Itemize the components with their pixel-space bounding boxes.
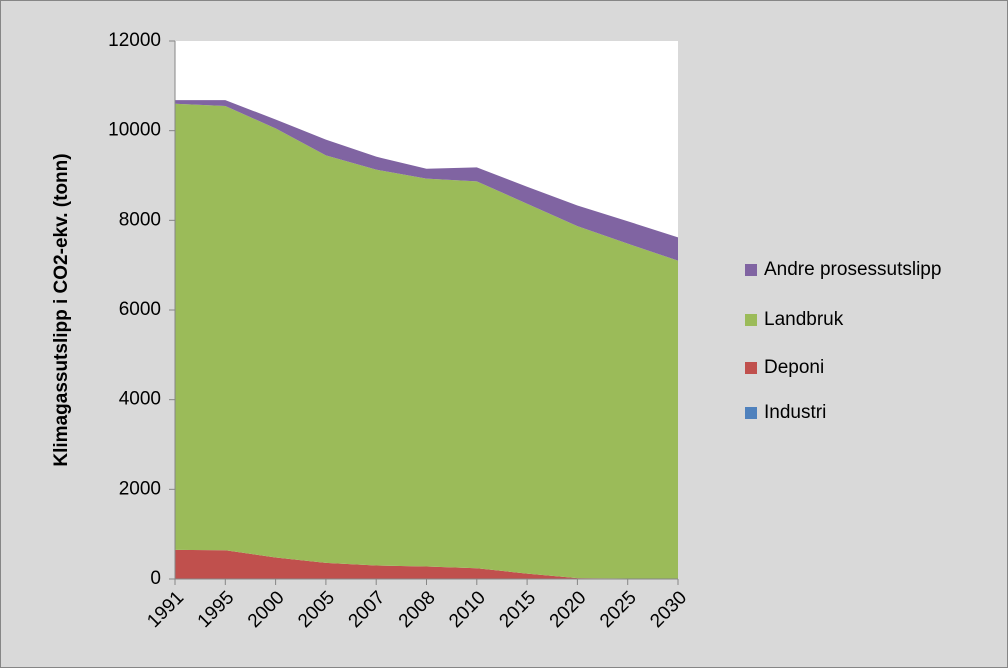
y-tick-label: 4000 (119, 389, 161, 410)
area (175, 103, 678, 580)
y-axis-title: Klimagassutslipp i CO2-ekv. (tonn) (51, 153, 72, 466)
legend-swatch (745, 362, 757, 374)
legend-label: Landbruk (764, 309, 844, 330)
legend-label: Industri (764, 402, 826, 423)
legend-swatch (745, 264, 757, 276)
legend-label: Andre prosessutslipp (764, 259, 941, 280)
legend-swatch (745, 407, 757, 419)
y-tick-label: 6000 (119, 299, 161, 320)
area (175, 100, 678, 261)
area (175, 549, 678, 579)
legend-swatch (745, 314, 757, 326)
y-tick-label: 2000 (119, 478, 161, 499)
y-tick-label: 10000 (108, 120, 161, 141)
y-tick-label: 12000 (108, 30, 161, 51)
y-tick-label: 8000 (119, 209, 161, 230)
legend-label: Deponi (764, 357, 824, 378)
y-tick-label: 0 (150, 568, 161, 589)
